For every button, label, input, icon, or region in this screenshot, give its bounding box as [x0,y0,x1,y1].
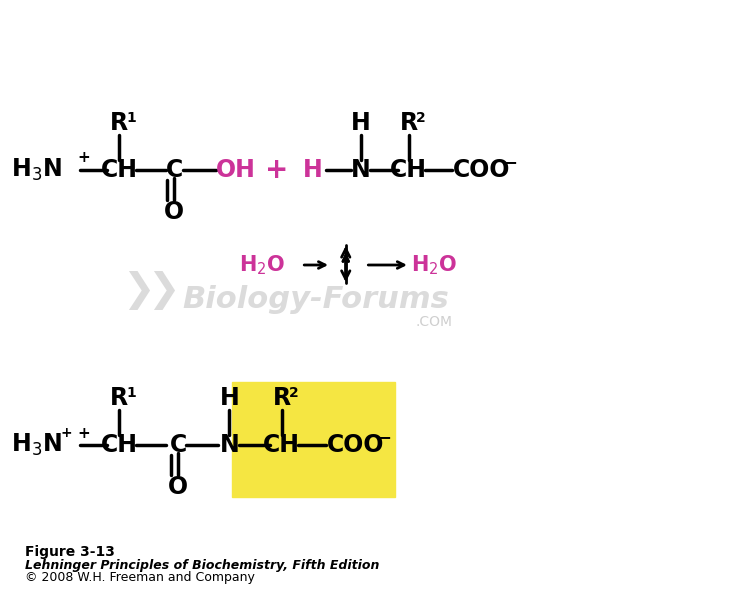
Text: CH: CH [101,433,138,457]
Text: −: − [377,428,391,446]
Text: R: R [110,111,128,135]
Text: +: + [77,151,90,166]
Text: C: C [170,433,187,457]
Text: H: H [351,111,370,135]
Text: R: R [273,386,291,410]
Bar [232,382,395,497]
Text: N: N [220,433,239,457]
Text: +: + [77,425,90,440]
Text: Biology-Forums: Biology-Forums [183,286,449,314]
Text: H$_2$O: H$_2$O [239,253,285,277]
Text: COO: COO [453,158,510,182]
Text: O: O [168,475,188,499]
Text: .COM: .COM [416,315,453,329]
Text: +: + [265,156,288,184]
Text: 1: 1 [126,386,136,400]
Text: Lehninger Principles of Biochemistry, Fifth Edition: Lehninger Principles of Biochemistry, Fi… [25,559,380,571]
Text: H$_3$N: H$_3$N [11,432,62,458]
Text: C: C [165,158,183,182]
Text: +: + [61,426,72,440]
Text: Figure 3-13: Figure 3-13 [25,545,115,559]
Text: CH: CH [101,158,138,182]
Text: R: R [110,386,128,410]
Text: CH: CH [390,158,428,182]
Text: COO: COO [327,433,384,457]
Text: 1: 1 [126,111,136,125]
Text: ❯: ❯ [147,271,180,310]
Text: OH: OH [215,158,256,182]
Text: CH: CH [263,433,300,457]
Text: H$_2$O: H$_2$O [411,253,457,277]
Text: O: O [164,200,184,224]
Text: 2: 2 [288,386,298,400]
Text: H: H [303,158,323,182]
Text: R: R [400,111,418,135]
Text: N: N [351,158,370,182]
Text: ❯: ❯ [122,271,155,310]
Text: H$_3$N: H$_3$N [11,157,62,183]
Text: −: − [504,153,517,171]
Text: H: H [220,386,239,410]
Text: © 2008 W.H. Freeman and Company: © 2008 W.H. Freeman and Company [25,571,256,584]
Text: 2: 2 [416,111,425,125]
